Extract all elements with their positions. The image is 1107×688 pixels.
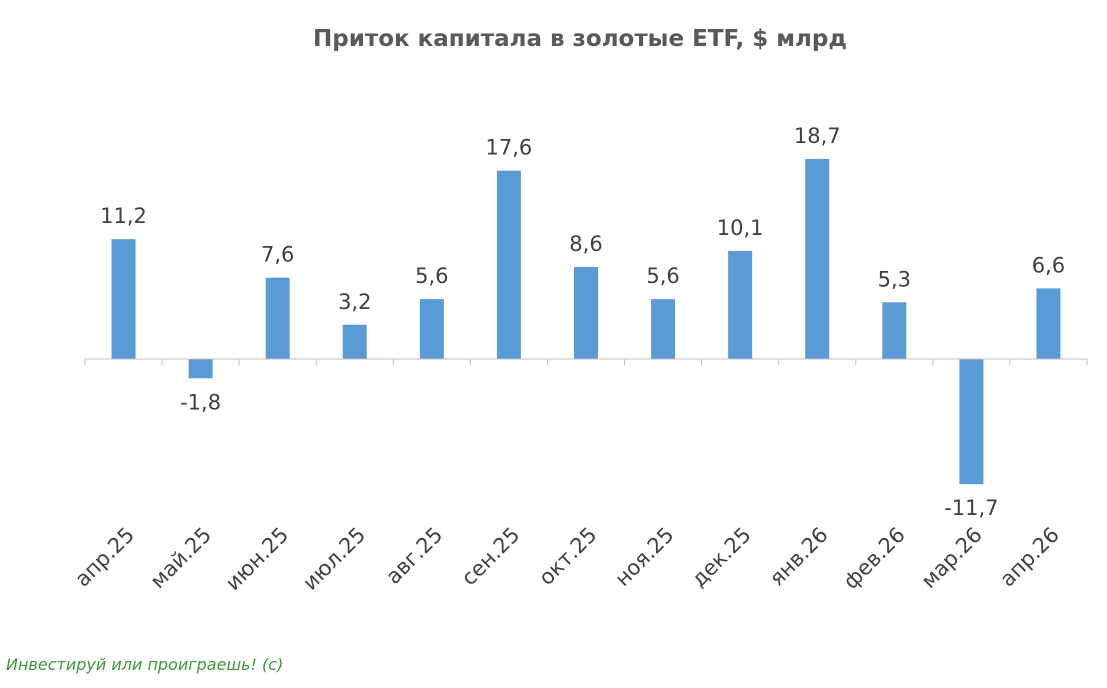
x-tick-label: апр.25 (70, 523, 139, 592)
bar-июн.25 (265, 277, 290, 359)
x-tick-label: авг.25 (381, 523, 447, 589)
bar-сен.25 (496, 170, 521, 359)
x-axis (84, 358, 1088, 365)
x-tick-label: июл.25 (298, 523, 370, 595)
x-tick-label: дек.25 (687, 523, 756, 592)
x-tick-label: ноя.25 (610, 523, 678, 591)
bar-май.25 (188, 359, 213, 379)
bar-янв.26 (805, 158, 830, 359)
x-tick-label: янв.26 (765, 523, 833, 591)
data-label: 10,1 (717, 216, 764, 240)
data-label: 5,3 (878, 267, 911, 291)
bar-дек.25 (728, 250, 753, 359)
bar-фев.26 (882, 302, 907, 359)
data-label: 8,6 (569, 232, 602, 256)
bar-окт.25 (574, 266, 598, 359)
data-label: 6,6 (1032, 253, 1065, 277)
chart-title: Приток капитала в золотые ETF, $ млрд (313, 26, 847, 52)
data-label: 11,2 (100, 204, 147, 228)
x-tick-label: мар.26 (917, 523, 987, 593)
data-label: -11,7 (944, 496, 998, 520)
x-tick-label: июн.25 (221, 523, 293, 595)
data-labels: 11,2 -1,8 7,6 3,2 5,6 17,6 8,6 5,6 10,1 18,7 5,3 -1… (100, 124, 1065, 520)
bar-июл.25 (342, 324, 367, 359)
bar-апр.25 (111, 239, 136, 359)
bar-ноя.25 (651, 299, 676, 359)
watermark: Инвестируй или проиграешь! (с) (6, 655, 284, 674)
bar-апр.26 (1036, 288, 1061, 359)
data-label: 5,6 (415, 264, 448, 288)
data-label: 5,6 (646, 264, 679, 288)
bars-layer (111, 158, 1061, 485)
data-label: 3,2 (338, 290, 371, 314)
x-tick-label: сен.25 (457, 523, 525, 591)
x-tick-label: май.25 (146, 523, 217, 594)
data-label: 18,7 (794, 124, 841, 148)
data-label: -1,8 (180, 390, 221, 414)
x-tick-label: фев.26 (839, 523, 910, 594)
x-tick-labels: апр.25 май.25 июн.25 июл.25 авг.25 сен.25 окт.… (70, 523, 1064, 595)
x-tick-label: апр.26 (995, 523, 1064, 592)
bar-мар.26 (959, 359, 984, 485)
x-tick-label: окт.25 (534, 523, 601, 590)
data-label: 7,6 (261, 243, 294, 267)
data-label: 17,6 (486, 136, 533, 160)
bar-авг.25 (419, 299, 444, 359)
